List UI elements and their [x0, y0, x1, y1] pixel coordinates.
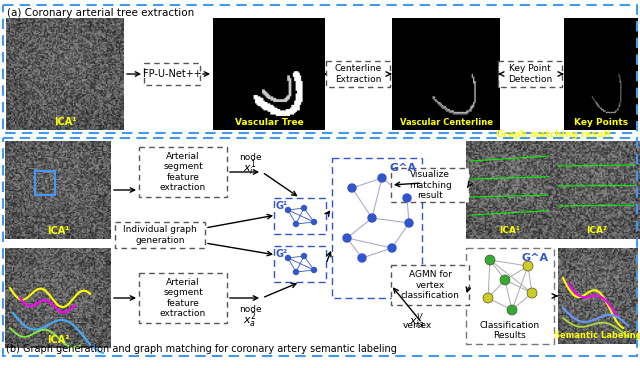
Text: Vascular Centerline: Vascular Centerline	[399, 118, 493, 127]
Text: Arterial
segment
feature
extraction: Arterial segment feature extraction	[160, 278, 206, 318]
Circle shape	[527, 288, 537, 298]
Circle shape	[388, 244, 396, 252]
Text: ICA²: ICA²	[47, 335, 69, 345]
Text: Key Point
Detection: Key Point Detection	[508, 64, 552, 84]
Text: ICA¹: ICA¹	[47, 226, 69, 236]
Text: G^A: G^A	[390, 163, 417, 173]
Circle shape	[285, 208, 291, 212]
Circle shape	[312, 268, 317, 272]
Text: (b) Graph generation and graph matching for coronary artery semantic labeling: (b) Graph generation and graph matching …	[6, 344, 397, 354]
Text: ICA²: ICA²	[586, 226, 607, 235]
Bar	[3, 5, 637, 133]
Text: $x_i^1$: $x_i^1$	[243, 158, 257, 178]
Bar	[332, 158, 422, 298]
Text: FP-U-Net++: FP-U-Net++	[143, 69, 202, 79]
Text: Vascular Tree: Vascular Tree	[235, 118, 303, 127]
Text: node: node	[239, 305, 261, 315]
Text: (a) Coronary arterial tree extraction: (a) Coronary arterial tree extraction	[7, 8, 195, 18]
Bar	[466, 248, 554, 344]
Text: $x_a^2$: $x_a^2$	[243, 310, 257, 330]
Bar	[139, 273, 227, 323]
Text: node: node	[239, 152, 261, 162]
Circle shape	[348, 184, 356, 192]
Bar	[144, 63, 200, 85]
Circle shape	[294, 222, 298, 226]
Circle shape	[483, 293, 493, 303]
Text: Classification
Results: Classification Results	[480, 321, 540, 340]
Bar	[35, 171, 55, 195]
Circle shape	[343, 234, 351, 242]
Circle shape	[378, 174, 386, 182]
Text: Graph matching result: Graph matching result	[495, 130, 611, 139]
Bar	[115, 222, 205, 248]
Circle shape	[405, 219, 413, 227]
Text: Arterial
segment
feature
extraction: Arterial segment feature extraction	[160, 152, 206, 192]
Bar	[3, 138, 637, 356]
Text: ICA¹: ICA¹	[54, 117, 76, 127]
Text: Individual graph
generation: Individual graph generation	[123, 225, 197, 245]
Text: ICA¹: ICA¹	[499, 226, 520, 235]
Circle shape	[301, 254, 307, 258]
Circle shape	[485, 255, 495, 265]
Circle shape	[500, 275, 510, 285]
Circle shape	[294, 269, 298, 275]
Bar	[274, 246, 326, 282]
Circle shape	[368, 214, 376, 222]
Bar	[498, 61, 562, 87]
Text: G^A: G^A	[522, 253, 549, 263]
Circle shape	[507, 305, 517, 315]
Text: Key Points: Key Points	[574, 118, 628, 127]
Text: vertex: vertex	[403, 321, 431, 330]
Bar	[391, 265, 469, 305]
Bar	[391, 168, 469, 202]
Text: Centerline
Extraction: Centerline Extraction	[334, 64, 381, 84]
Bar	[274, 198, 326, 234]
Circle shape	[285, 255, 291, 261]
Text: G²: G²	[276, 249, 288, 259]
Circle shape	[301, 205, 307, 210]
Bar	[139, 147, 227, 197]
Text: G¹: G¹	[276, 201, 288, 211]
Circle shape	[523, 261, 533, 271]
Circle shape	[403, 194, 411, 202]
Circle shape	[358, 254, 366, 262]
Text: Visualize
matching
result: Visualize matching result	[408, 170, 451, 200]
Circle shape	[312, 219, 317, 224]
Text: $x_{ia}^{V}$: $x_{ia}^{V}$	[410, 311, 424, 330]
Text: AGMN for
vertex
classification: AGMN for vertex classification	[401, 270, 460, 300]
Text: Semantic Labeling: Semantic Labeling	[554, 331, 640, 340]
Bar	[326, 61, 390, 87]
